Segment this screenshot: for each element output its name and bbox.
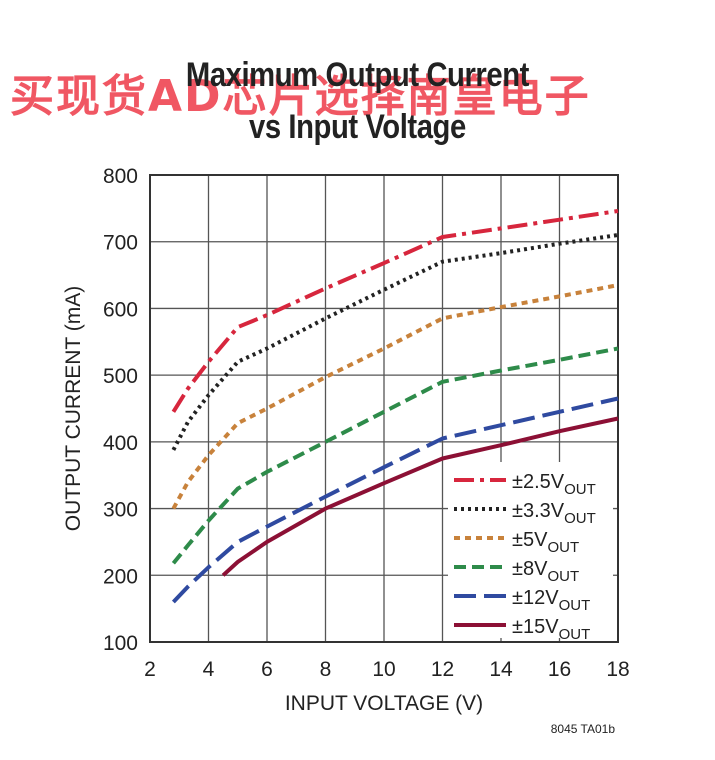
y-axis-label: OUTPUT CURRENT (mA) bbox=[62, 286, 85, 531]
x-tick-label-7: 16 bbox=[548, 658, 571, 681]
y-tick-label-5: 600 bbox=[103, 298, 138, 321]
chart-title-line1: Maximum Output Current bbox=[185, 56, 529, 94]
y-tick-label-4: 500 bbox=[103, 365, 138, 388]
legend-label-3: ±8VOUT bbox=[512, 558, 579, 585]
y-tick-label-0: 100 bbox=[103, 632, 138, 655]
x-tick-label-0: 2 bbox=[144, 658, 156, 681]
legend-label-2: ±5VOUT bbox=[512, 529, 579, 556]
series-line-5 bbox=[221, 416, 619, 577]
legend-label-0: ±2.5VOUT bbox=[512, 471, 596, 498]
chart-title-line2: vs Input Voltage bbox=[249, 108, 466, 146]
x-axis-label: INPUT VOLTAGE (V) bbox=[285, 692, 483, 715]
x-tick-label-4: 10 bbox=[372, 658, 395, 681]
x-tick-label-5: 12 bbox=[431, 658, 454, 681]
series-line-4 bbox=[171, 396, 619, 604]
y-tick-label-1: 200 bbox=[103, 565, 138, 588]
x-tick-label-2: 6 bbox=[261, 658, 273, 681]
legend-background bbox=[448, 462, 613, 638]
watermark: 买现货AD芯片选择南皇电子 bbox=[10, 71, 591, 122]
legend-label-1: ±3.3VOUT bbox=[512, 500, 596, 527]
series-line-1 bbox=[171, 233, 619, 451]
legend-label-5: ±15VOUT bbox=[512, 616, 590, 643]
plot-frame bbox=[149, 174, 619, 643]
series-line-3 bbox=[171, 346, 619, 565]
y-tick-label-3: 400 bbox=[103, 432, 138, 455]
figure-id: 8045 TA01b bbox=[550, 722, 615, 736]
x-tick-label-6: 14 bbox=[489, 658, 513, 681]
y-tick-label-2: 300 bbox=[103, 499, 138, 522]
series-line-0 bbox=[171, 209, 619, 413]
x-tick-label-8: 18 bbox=[606, 658, 629, 681]
x-tick-label-1: 4 bbox=[203, 658, 215, 681]
legend-label-4: ±12VOUT bbox=[512, 587, 590, 614]
y-tick-label-6: 700 bbox=[103, 232, 138, 255]
y-tick-label-7: 800 bbox=[103, 165, 138, 188]
x-tick-label-3: 8 bbox=[320, 658, 332, 681]
